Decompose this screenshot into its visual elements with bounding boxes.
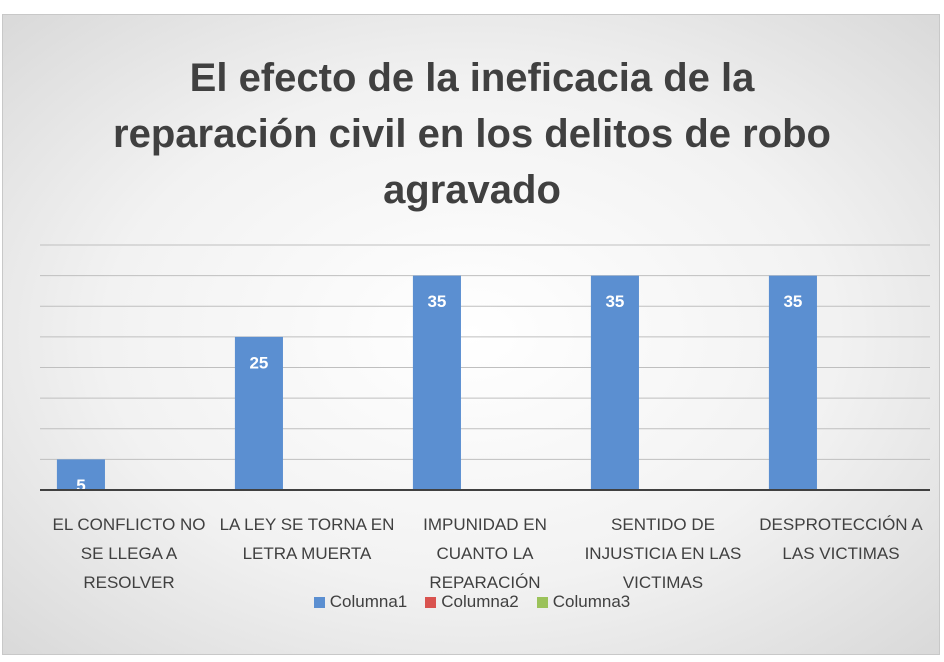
bar	[590, 275, 639, 490]
legend: Columna1 Columna2 Columna3	[0, 592, 944, 612]
legend-label: Columna3	[552, 592, 631, 611]
legend-item: Columna1	[313, 592, 408, 612]
legend-swatch	[313, 596, 325, 608]
data-label: 35	[605, 292, 624, 311]
bar	[234, 336, 283, 490]
legend-item: Columna2	[425, 592, 519, 612]
legend-label: Columna1	[329, 592, 408, 611]
x-tick-label: IMPUNIDAD EN CUANTO LA REPARACIÓN	[423, 515, 547, 592]
legend-item: Columna3	[536, 592, 631, 612]
data-label: 35	[427, 292, 446, 311]
legend-swatch	[536, 596, 548, 608]
legend-label: Columna2	[441, 592, 519, 611]
data-label: 5	[76, 476, 85, 495]
bar	[56, 459, 105, 490]
bar	[412, 275, 461, 490]
chart-title: El efecto de la ineficacia de la reparac…	[113, 56, 831, 212]
x-tick-label: SENTIDO DE INJUSTICIA EN LAS VICTIMAS	[584, 515, 742, 592]
x-tick-label: DESPROTECCIÓN A LAS VICTIMAS	[759, 515, 923, 563]
x-tick-label: LA LEY SE TORNA EN LETRA MUERTA	[219, 515, 395, 563]
data-label: 35	[783, 292, 802, 311]
legend-swatch	[425, 596, 437, 608]
x-tick-label: EL CONFLICTO NO SE LLEGA A RESOLVER	[52, 515, 206, 592]
data-label: 25	[249, 353, 268, 372]
bar	[768, 275, 817, 490]
